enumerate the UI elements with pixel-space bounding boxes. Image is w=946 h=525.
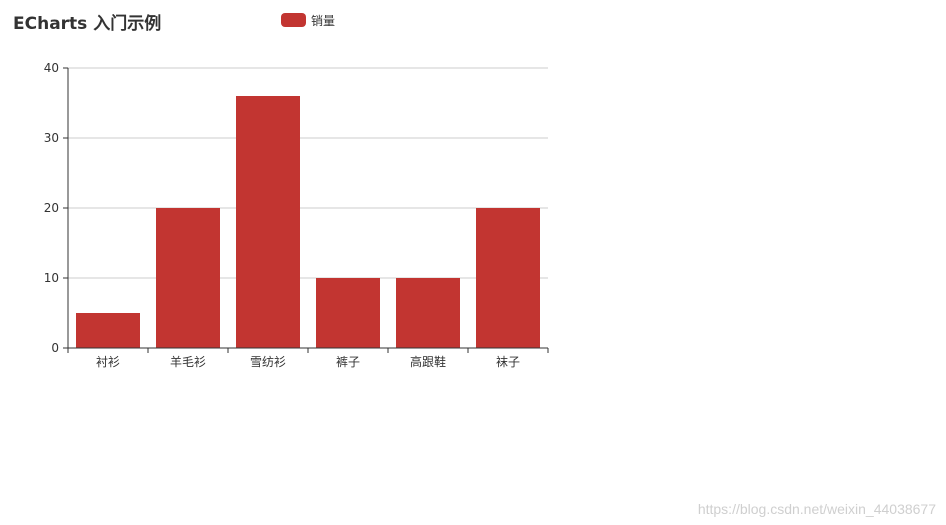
y-tick-label: 10 <box>44 271 59 285</box>
watermark-text: https://blog.csdn.net/weixin_44038677 <box>697 501 936 517</box>
y-tick-label: 20 <box>44 201 59 215</box>
legend-swatch <box>281 13 306 27</box>
bar-1 <box>156 208 220 348</box>
bar-0 <box>76 313 140 348</box>
bar-4 <box>396 278 460 348</box>
x-tick-label: 裤子 <box>336 355 360 369</box>
bar-5 <box>476 208 540 348</box>
y-tick-label: 0 <box>51 341 59 355</box>
bar-2 <box>236 96 300 348</box>
y-tick-label: 30 <box>44 131 59 145</box>
x-tick-label: 羊毛衫 <box>170 354 206 369</box>
x-tick-label: 衬衫 <box>96 355 120 369</box>
x-tick-label: 雪纺衫 <box>250 355 286 369</box>
x-tick-label: 高跟鞋 <box>410 354 446 369</box>
y-tick-label: 40 <box>44 61 59 75</box>
x-tick-label: 袜子 <box>496 355 520 369</box>
legend-label: 销量 <box>311 14 335 28</box>
chart-title: ECharts 入门示例 <box>13 13 161 34</box>
bar-3 <box>316 278 380 348</box>
